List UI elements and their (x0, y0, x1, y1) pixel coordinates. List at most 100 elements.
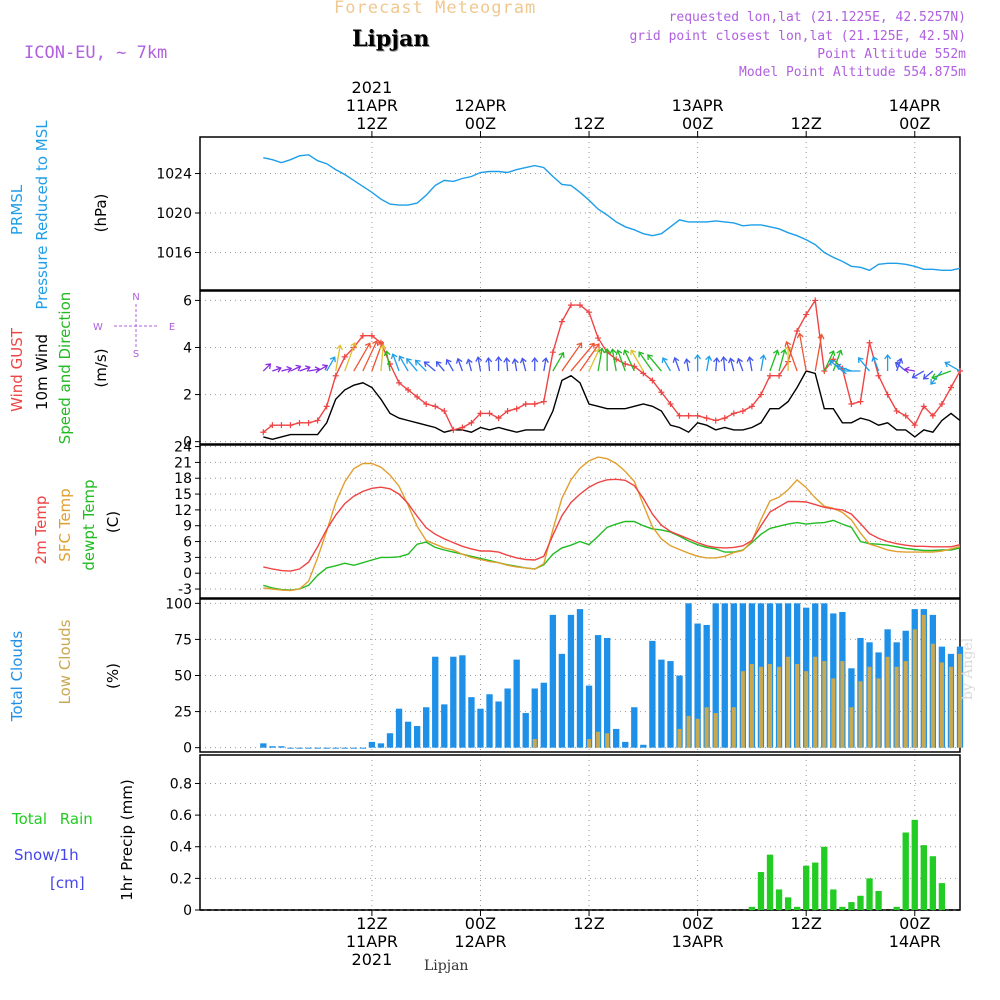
wind-arrowhead (884, 353, 892, 360)
gust-marker (305, 419, 312, 426)
wind-arrowhead (350, 341, 358, 348)
wind-arrow (385, 351, 391, 372)
wind-arrow (335, 345, 341, 372)
gust-marker (332, 372, 339, 379)
wind-speed-line (263, 370, 961, 441)
bottom-time-label: 00Z (899, 914, 930, 933)
low-cloud-bar (840, 661, 845, 748)
wind-arrowhead (304, 365, 311, 372)
total-cloud-bar (441, 704, 448, 748)
precip-ytick-label: 0.4 (170, 840, 192, 856)
low-cloud-bar (795, 663, 800, 748)
gust-marker (640, 370, 647, 377)
gust-marker (450, 426, 457, 433)
wind-arrowhead (836, 349, 843, 356)
wind-arrow (617, 350, 626, 372)
wind-arrowhead (772, 349, 780, 356)
gust-marker (721, 415, 728, 422)
wind-arrow (415, 359, 427, 372)
wind-arrow (467, 359, 473, 372)
gust-marker (441, 408, 448, 415)
rain-bar (812, 862, 819, 910)
bottom-time-label: 2021 (352, 950, 393, 969)
wind-arrowhead (511, 358, 519, 364)
temperature-ytick-label: 9 (183, 519, 192, 535)
top-time-label: 00Z (899, 114, 930, 133)
wind-arrow (588, 349, 600, 372)
clouds-ytick-label: 75 (174, 632, 192, 648)
low-cloud-bar (831, 678, 836, 748)
clouds-ylabel-unit: (%) (104, 663, 122, 689)
sfc-temp-line (263, 456, 961, 592)
gust-marker (477, 410, 484, 417)
wind-arrow (436, 361, 445, 372)
gust-marker (495, 415, 502, 422)
rain-bar (830, 889, 837, 910)
gust-marker (341, 353, 348, 360)
wind-arrow (552, 352, 564, 372)
low-cloud-bar (740, 671, 745, 748)
total-cloud-bar (703, 624, 710, 748)
wind-arrow (685, 359, 690, 372)
wind-arrowhead (683, 358, 691, 364)
low-cloud-bar (885, 656, 890, 748)
gust-marker (540, 398, 547, 405)
total-cloud-bar (531, 688, 538, 748)
total-cloud-bar (658, 659, 665, 748)
rain-bar (848, 902, 855, 910)
bottom-time-label: 00Z (465, 914, 496, 933)
clouds-ytick-label: 50 (174, 669, 192, 685)
total-cloud-bar (450, 656, 457, 748)
total-cloud-bar (622, 741, 629, 748)
wind-arrowhead (841, 367, 847, 375)
temperature-ytick-label: 12 (174, 503, 192, 519)
temperature-ytick-label: 6 (183, 535, 192, 551)
clouds-ylabel-total: Total Clouds (8, 631, 26, 723)
wind-ylabel-10m: 10m Wind (33, 334, 51, 410)
temperature-ytick-label: 15 (174, 487, 192, 503)
wind-arrowhead (784, 340, 792, 347)
top-time-label: 00Z (465, 114, 496, 133)
compass-north: N (132, 292, 139, 303)
total-cloud-bar (350, 747, 357, 749)
wind-arrowhead (705, 355, 713, 362)
precip-panel: 0 0.2 0.4 0.6 0.8 (170, 754, 961, 919)
low-cloud-bar (894, 666, 899, 748)
wind-arrowhead (531, 356, 539, 363)
low-cloud-bar (957, 653, 963, 748)
total-cloud-bar (305, 747, 312, 749)
wind-arrow (930, 370, 943, 385)
rain-bar (775, 889, 783, 910)
total-cloud-bar (513, 659, 520, 748)
gust-marker (884, 391, 891, 398)
precip-frame (199, 754, 961, 911)
rain-bar (757, 872, 765, 910)
gust-marker (531, 400, 538, 407)
low-cloud-bar (677, 728, 682, 748)
wind-arrowhead (694, 353, 702, 360)
wind-arrow (895, 362, 907, 372)
wind-arrow (611, 349, 617, 372)
wind-arrow (630, 349, 644, 372)
wind-arrowhead (903, 366, 910, 374)
wind-arrow (778, 349, 786, 372)
pressure-frame (199, 136, 961, 291)
low-cloud-bar (596, 731, 601, 748)
wind-arrow (674, 357, 681, 372)
wind-arrow (944, 361, 961, 372)
low-cloud-bar (921, 614, 926, 748)
pressure-ytick-label: 1020 (156, 206, 192, 222)
wind-arrow (290, 365, 301, 372)
gust-marker (522, 400, 529, 407)
total-cloud-bar (640, 744, 647, 748)
wind-arrowhead (364, 342, 372, 349)
rain-bar (938, 883, 946, 910)
total-cloud-bar (721, 603, 728, 748)
total-cloud-bar (278, 746, 285, 748)
gust-marker (757, 391, 764, 398)
gust-marker (549, 349, 556, 356)
low-cloud-bar (686, 715, 691, 748)
total-cloud-bar (395, 708, 403, 748)
low-cloud-bar (758, 666, 763, 748)
top-time-label: 14APR (889, 96, 941, 115)
